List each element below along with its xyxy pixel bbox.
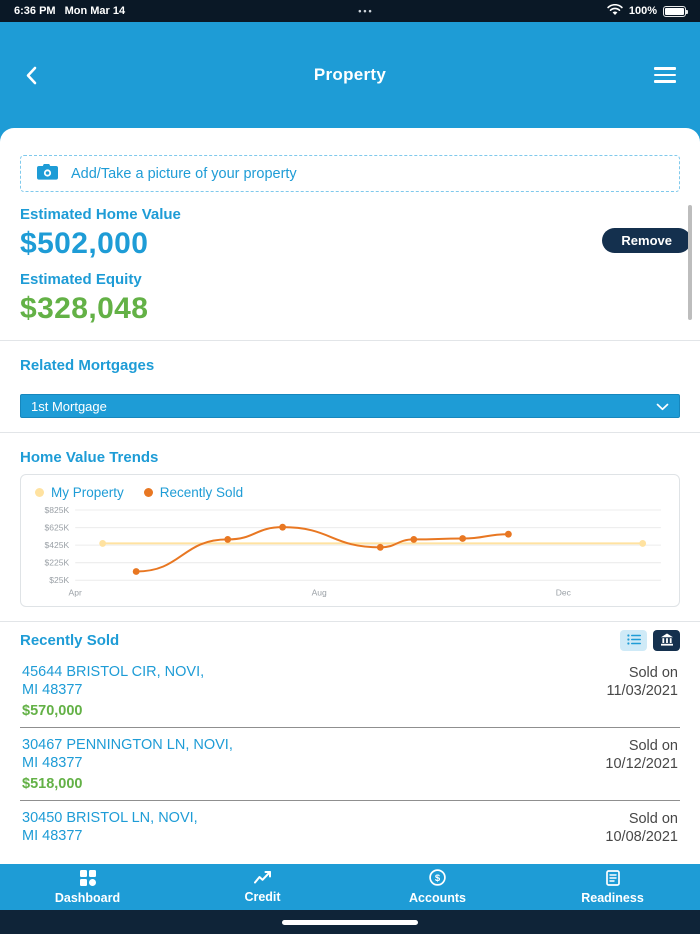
dollar-circle-icon: $ [429,869,446,889]
home-value-trend-chart: $25K $225K $425K $625K $825K Apr Aug Dec [45,505,661,597]
battery-percent: 100% [628,5,657,17]
add-property-photo-button[interactable]: Add/Take a picture of your property [20,155,680,192]
mortgage-select-value: 1st Mortgage [31,398,107,414]
map-view-toggle[interactable] [653,630,680,652]
listing-address-line2: MI 48377 [22,755,83,772]
legend-label-my-property: My Property [51,485,124,500]
listing-address-line1: 30450 BRISTOL LN, NOVI, [22,810,198,827]
nav-label: Dashboard [54,890,121,905]
listing-price: $518,000 [22,776,83,793]
sold-listing-row[interactable]: 30450 BRISTOL LN, NOVI, MI 48377 Sold on… [20,801,680,857]
nav-label: Accounts [409,891,466,905]
recently-sold-list: 45644 BRISTOL CIR, NOVI, MI 48377 $570,0… [20,655,680,857]
bottom-nav: Dashboard Credit $ Accounts [0,864,700,910]
listing-sold-date: Sold on 10/08/2021 [605,811,678,846]
home-indicator [282,919,418,925]
listing-price: $570,000 [22,703,83,720]
battery-icon [663,5,688,17]
legend-dot-recently-sold [143,488,153,497]
home-value-label: Estimated Home Value [20,206,181,223]
home-strip [0,910,700,934]
listing-address-line1: 30467 PENNINGTON LN, NOVI, [22,737,233,754]
hamburger-menu-button[interactable] [654,67,676,83]
dashboard-grid-icon [79,869,96,889]
content-card: Add/Take a picture of your property Esti… [0,128,700,866]
legend-dot-my-property [35,488,44,497]
camera-icon [37,163,58,184]
home-value-amount: $502,000 [20,227,149,260]
svg-text:$225K: $225K [45,558,70,568]
status-time: 6:36 PM [14,5,56,17]
status-bar: 6:36 PM Mon Mar 14 ••• 100% [0,0,700,22]
recently-sold-header: Recently Sold [20,630,680,652]
listing-details: 30467 PENNINGTON LN, NOVI, MI 48377 $518… [22,736,233,792]
listing-address-line1: 45644 BRISTOL CIR, NOVI, [22,664,205,681]
listing-address-line2: MI 48377 [22,682,83,699]
chart-legend: My Property Recently Sold [31,483,669,500]
nav-label: Credit [244,890,281,904]
nav-dashboard[interactable]: Dashboard [0,864,175,910]
back-button[interactable] [26,66,37,86]
scrollbar-thumb[interactable] [688,205,692,320]
divider [0,340,700,341]
svg-text:$25K: $25K [49,575,69,585]
page-title: Property [313,65,387,84]
wifi-icon [607,3,623,19]
app-header: Property [0,22,700,142]
status-date: Mon Mar 14 [64,5,126,17]
equity-amount: $328,048 [20,292,149,325]
chevron-left-icon [26,66,37,88]
svg-text:$825K: $825K [45,505,70,515]
building-icon [660,633,674,649]
svg-text:Dec: Dec [556,587,572,597]
status-dots: ••• [358,6,374,16]
status-left: 6:36 PM Mon Mar 14 [14,5,125,17]
legend-recently-sold: Recently Sold [143,485,244,500]
divider [0,432,700,433]
nav-readiness[interactable]: Readiness [525,864,700,910]
add-property-photo-label: Add/Take a picture of your property [71,165,297,182]
nav-accounts[interactable]: $ Accounts [350,864,525,910]
listing-sold-date: Sold on 11/03/2021 [606,665,679,700]
view-toggles [620,630,680,652]
document-icon [605,869,620,889]
svg-text:$425K: $425K [45,540,70,550]
list-icon [626,633,641,648]
mortgage-select[interactable]: 1st Mortgage [20,394,680,418]
nav-label: Readiness [581,890,644,905]
home-value-trends-title: Home Value Trends [20,449,159,466]
svg-text:Apr: Apr [69,587,82,597]
list-view-toggle[interactable] [620,630,647,652]
hamburger-icon [654,67,676,70]
listing-details: 45644 BRISTOL CIR, NOVI, MI 48377 $570,0… [22,663,204,719]
related-mortgages-title: Related Mortgages [20,357,155,374]
svg-text:Aug: Aug [312,587,327,597]
status-right: 100% [607,3,688,19]
home-value-chart-card: My Property Recently Sold $25K $225K $425K… [20,474,680,608]
listing-sold-date: Sold on 10/12/2021 [605,738,678,773]
sold-listing-row[interactable]: 45644 BRISTOL CIR, NOVI, MI 48377 $570,0… [20,655,680,729]
listing-details: 30450 BRISTOL LN, NOVI, MI 48377 [22,809,198,849]
svg-text:$625K: $625K [45,523,70,533]
chevron-down-icon [656,399,669,414]
divider [0,621,700,623]
legend-my-property: My Property [35,485,124,500]
svg-text:$: $ [435,873,441,884]
listing-address-line2: MI 48377 [22,828,83,845]
legend-label-recently-sold: Recently Sold [159,485,244,500]
equity-label: Estimated Equity [20,271,142,288]
nav-credit[interactable]: Credit [175,864,350,910]
sold-listing-row[interactable]: 30467 PENNINGTON LN, NOVI, MI 48377 $518… [20,728,680,802]
recently-sold-title: Recently Sold [20,632,120,650]
remove-property-button[interactable]: Remove [602,228,691,253]
chart-line-icon [253,870,272,888]
